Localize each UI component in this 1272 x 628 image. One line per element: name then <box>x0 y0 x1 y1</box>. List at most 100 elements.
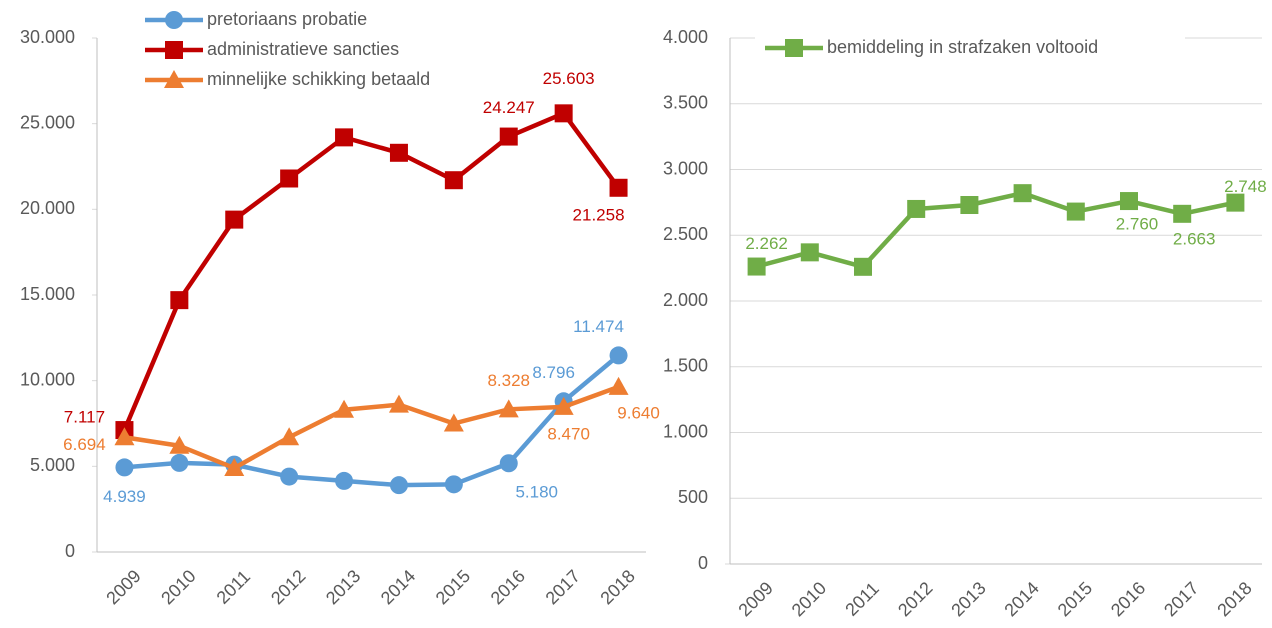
y-tick-label: 3.000 <box>663 158 708 178</box>
marker <box>280 169 299 188</box>
data-label: 11.474 <box>573 317 624 336</box>
y-tick-label: 0 <box>698 553 708 573</box>
y-tick-label: 15.000 <box>20 284 75 304</box>
x-tick-label: 2017 <box>1160 578 1202 620</box>
x-tick-label: 2013 <box>322 566 364 608</box>
marker <box>165 41 183 59</box>
marker <box>800 243 819 262</box>
data-label: 7.117 <box>64 408 105 427</box>
marker <box>444 171 463 190</box>
marker <box>115 458 134 477</box>
y-tick-label: 0 <box>65 541 75 561</box>
x-tick-label: 2011 <box>213 566 255 608</box>
marker <box>280 467 299 486</box>
marker <box>170 453 189 472</box>
marker <box>499 127 518 146</box>
data-label: 8.328 <box>487 371 530 390</box>
legend-label: minnelijke schikking betaald <box>207 69 430 89</box>
marker <box>225 210 244 229</box>
x-tick-label: 2010 <box>788 578 830 620</box>
marker <box>1120 192 1138 211</box>
marker <box>960 196 979 215</box>
series-line <box>124 353 620 488</box>
marker <box>335 471 354 490</box>
marker <box>169 435 190 454</box>
x-tick-label: 2013 <box>947 578 989 620</box>
y-tick-label: 1.000 <box>663 421 708 441</box>
legend-box <box>755 30 1185 66</box>
marker <box>164 70 184 88</box>
marker <box>907 199 926 218</box>
data-label: 8.470 <box>547 424 590 443</box>
series-line <box>756 190 1236 270</box>
marker <box>165 11 183 29</box>
legend-label: pretoriaans probatie <box>207 9 367 29</box>
marker <box>388 394 409 413</box>
y-tick-label: 20.000 <box>20 198 75 218</box>
y-tick-label: 10.000 <box>20 369 75 389</box>
data-label: 24.247 <box>483 98 535 117</box>
marker <box>335 128 354 147</box>
marker <box>1066 202 1085 221</box>
x-tick-label: 2018 <box>596 566 638 608</box>
y-tick-label: 1.500 <box>663 356 708 376</box>
marker <box>114 427 135 446</box>
marker <box>553 396 574 415</box>
x-tick-label: 2010 <box>157 566 199 608</box>
marker <box>1173 204 1192 223</box>
marker <box>224 458 245 477</box>
marker <box>444 475 463 494</box>
marker <box>854 257 872 276</box>
data-label: 8.796 <box>532 363 575 382</box>
x-tick-label: 2011 <box>841 578 883 620</box>
y-tick-label: 500 <box>678 487 708 507</box>
data-label: 25.603 <box>543 69 595 88</box>
x-tick-label: 2009 <box>102 566 144 608</box>
y-tick-label: 2.500 <box>663 224 708 244</box>
x-tick-label: 2012 <box>267 566 309 608</box>
marker <box>609 178 628 197</box>
x-tick-label: 2015 <box>432 566 474 608</box>
marker <box>609 346 628 365</box>
y-tick-label: 4.000 <box>663 27 708 47</box>
series-line <box>122 111 621 431</box>
data-label: 9.640 <box>617 403 660 422</box>
x-tick-label: 2014 <box>377 566 419 608</box>
x-tick-label: 2009 <box>734 578 776 620</box>
y-tick-label: 2.000 <box>663 290 708 310</box>
legend-label: bemiddeling in strafzaken voltooid <box>827 37 1098 57</box>
y-tick-label: 30.000 <box>20 27 75 47</box>
data-label: 2.748 <box>1224 177 1267 196</box>
marker <box>170 291 189 310</box>
x-tick-label: 2014 <box>1000 578 1042 620</box>
data-label: 21.258 <box>573 205 625 224</box>
marker <box>389 476 408 495</box>
marker <box>279 427 300 446</box>
x-tick-label: 2012 <box>894 578 936 620</box>
x-tick-label: 2017 <box>542 566 584 608</box>
marker <box>389 143 408 162</box>
marker <box>747 257 766 276</box>
data-label: 6.694 <box>63 435 106 454</box>
y-tick-label: 5.000 <box>30 455 75 475</box>
data-label: 2.262 <box>745 234 788 253</box>
marker <box>785 39 803 57</box>
x-tick-label: 2016 <box>487 566 529 608</box>
marker <box>554 104 573 123</box>
y-tick-label: 25.000 <box>20 112 75 132</box>
marker <box>499 454 518 473</box>
marker <box>443 413 464 432</box>
y-tick-label: 3.500 <box>663 93 708 113</box>
data-label: 2.760 <box>1116 215 1159 234</box>
marker <box>608 376 629 395</box>
marker <box>1226 193 1245 212</box>
marker <box>498 399 519 418</box>
data-label: 4.939 <box>103 487 146 506</box>
x-tick-label: 2015 <box>1054 578 1096 620</box>
marker <box>334 399 355 418</box>
series-line <box>124 384 620 471</box>
x-tick-label: 2018 <box>1213 578 1255 620</box>
legend-label: administratieve sancties <box>207 39 399 59</box>
x-tick-label: 2016 <box>1107 578 1149 620</box>
